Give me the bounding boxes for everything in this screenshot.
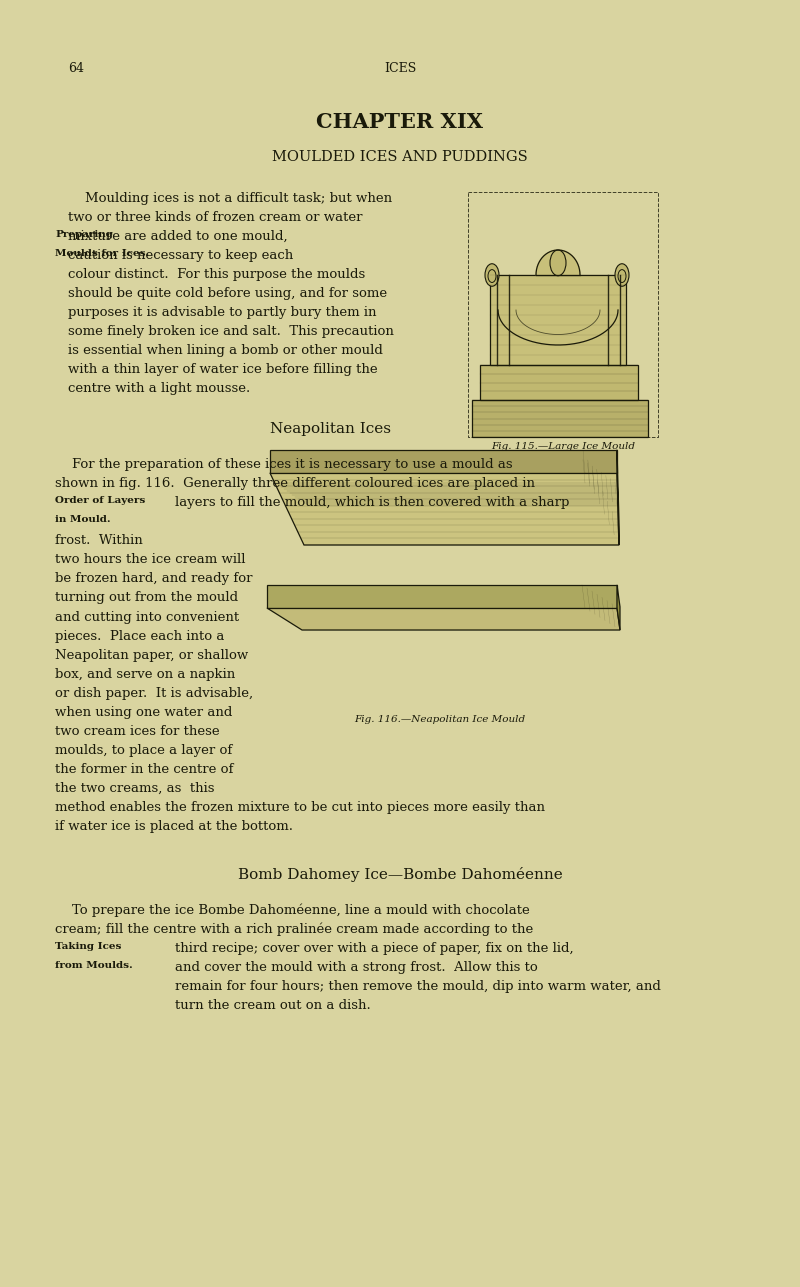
Text: Order of Layers: Order of Layers	[55, 497, 146, 506]
Polygon shape	[275, 459, 615, 483]
Text: Neapolitan Ices: Neapolitan Ices	[270, 422, 391, 436]
Text: be frozen hard, and ready for: be frozen hard, and ready for	[55, 573, 253, 586]
Text: mixture are added to one mould,: mixture are added to one mould,	[68, 230, 288, 243]
Circle shape	[618, 269, 626, 282]
Text: remain for four hours; then remove the mould, dip into warm water, and: remain for four hours; then remove the m…	[175, 979, 661, 992]
Polygon shape	[270, 474, 619, 544]
Polygon shape	[490, 275, 626, 366]
Polygon shape	[617, 450, 619, 544]
Circle shape	[615, 264, 629, 286]
Text: 64: 64	[68, 62, 84, 75]
Text: two or three kinds of frozen cream or water: two or three kinds of frozen cream or wa…	[68, 211, 362, 224]
Circle shape	[485, 264, 499, 286]
Text: MOULDED ICES AND PUDDINGS: MOULDED ICES AND PUDDINGS	[272, 151, 528, 163]
Text: moulds, to place a layer of: moulds, to place a layer of	[55, 744, 232, 757]
Text: two hours the ice cream will: two hours the ice cream will	[55, 553, 246, 566]
Text: some finely broken ice and salt.  This precaution: some finely broken ice and salt. This pr…	[68, 326, 394, 338]
Text: cream; fill the centre with a rich pralinée cream made according to the: cream; fill the centre with a rich prali…	[55, 923, 534, 936]
Text: the two creams, as  this: the two creams, as this	[55, 782, 214, 795]
Text: method enables the frozen mixture to be cut into pieces more easily than: method enables the frozen mixture to be …	[55, 801, 545, 813]
Text: Bomb Dahomey Ice—Bombe Dahoméenne: Bomb Dahomey Ice—Bombe Dahoméenne	[238, 867, 562, 883]
Text: Taking Ices: Taking Ices	[55, 942, 122, 951]
Text: if water ice is placed at the bottom.: if water ice is placed at the bottom.	[55, 820, 293, 833]
Circle shape	[550, 250, 566, 275]
Text: For the preparation of these ices it is necessary to use a mould as: For the preparation of these ices it is …	[55, 458, 513, 471]
Polygon shape	[536, 250, 580, 275]
Text: in Mould.: in Mould.	[55, 515, 110, 524]
Text: centre with a light mousse.: centre with a light mousse.	[68, 382, 250, 395]
Text: box, and serve on a napkin: box, and serve on a napkin	[55, 668, 235, 681]
Text: Fig. 115.—Large Ice Mould: Fig. 115.—Large Ice Mould	[491, 441, 635, 450]
Polygon shape	[267, 607, 620, 631]
Text: when using one water and: when using one water and	[55, 705, 232, 718]
Text: Fig. 116.—Neapolitan Ice Mould: Fig. 116.—Neapolitan Ice Mould	[354, 716, 526, 725]
Text: purposes it is advisable to partly bury them in: purposes it is advisable to partly bury …	[68, 306, 377, 319]
Text: two cream ices for these: two cream ices for these	[55, 725, 220, 737]
Text: from Moulds.: from Moulds.	[55, 960, 133, 969]
Text: layers to fill the mould, which is then covered with a sharp: layers to fill the mould, which is then …	[175, 497, 570, 510]
Text: Moulds for Ices.: Moulds for Ices.	[55, 250, 150, 259]
Text: frost.  Within: frost. Within	[55, 534, 142, 547]
Text: and cutting into convenient: and cutting into convenient	[55, 610, 239, 623]
Text: ICES: ICES	[384, 62, 416, 75]
Polygon shape	[472, 400, 648, 438]
Text: should be quite cold before using, and for some: should be quite cold before using, and f…	[68, 287, 387, 300]
Polygon shape	[615, 459, 617, 505]
Polygon shape	[270, 450, 617, 474]
Text: To prepare the ice Bombe Dahoméenne, line a mould with chocolate: To prepare the ice Bombe Dahoméenne, lin…	[55, 903, 530, 916]
Text: turn the cream out on a dish.: turn the cream out on a dish.	[175, 999, 370, 1012]
Text: Preparing: Preparing	[55, 230, 113, 239]
Text: the former in the centre of: the former in the centre of	[55, 763, 234, 776]
Circle shape	[488, 269, 496, 282]
Polygon shape	[275, 483, 617, 505]
Text: third recipe; cover over with a piece of paper, fix on the lid,: third recipe; cover over with a piece of…	[175, 942, 574, 955]
Text: Neapolitan paper, or shallow: Neapolitan paper, or shallow	[55, 649, 248, 662]
Text: and cover the mould with a strong frost.  Allow this to: and cover the mould with a strong frost.…	[175, 960, 538, 973]
Text: Moulding ices is not a difficult task; but when: Moulding ices is not a difficult task; b…	[68, 192, 392, 205]
Polygon shape	[267, 584, 617, 607]
Polygon shape	[480, 366, 638, 400]
Text: caution is necessary to keep each: caution is necessary to keep each	[68, 250, 294, 263]
Text: CHAPTER XIX: CHAPTER XIX	[317, 112, 483, 133]
Text: pieces.  Place each into a: pieces. Place each into a	[55, 629, 224, 642]
Text: turning out from the mould: turning out from the mould	[55, 592, 238, 605]
Text: with a thin layer of water ice before filling the: with a thin layer of water ice before fi…	[68, 363, 378, 376]
Text: or dish paper.  It is advisable,: or dish paper. It is advisable,	[55, 687, 253, 700]
Polygon shape	[617, 584, 620, 631]
Text: colour distinct.  For this purpose the moulds: colour distinct. For this purpose the mo…	[68, 268, 366, 281]
Text: shown in fig. 116.  Generally three different coloured ices are placed in: shown in fig. 116. Generally three diffe…	[55, 477, 535, 490]
Text: is essential when lining a bomb or other mould: is essential when lining a bomb or other…	[68, 345, 383, 358]
